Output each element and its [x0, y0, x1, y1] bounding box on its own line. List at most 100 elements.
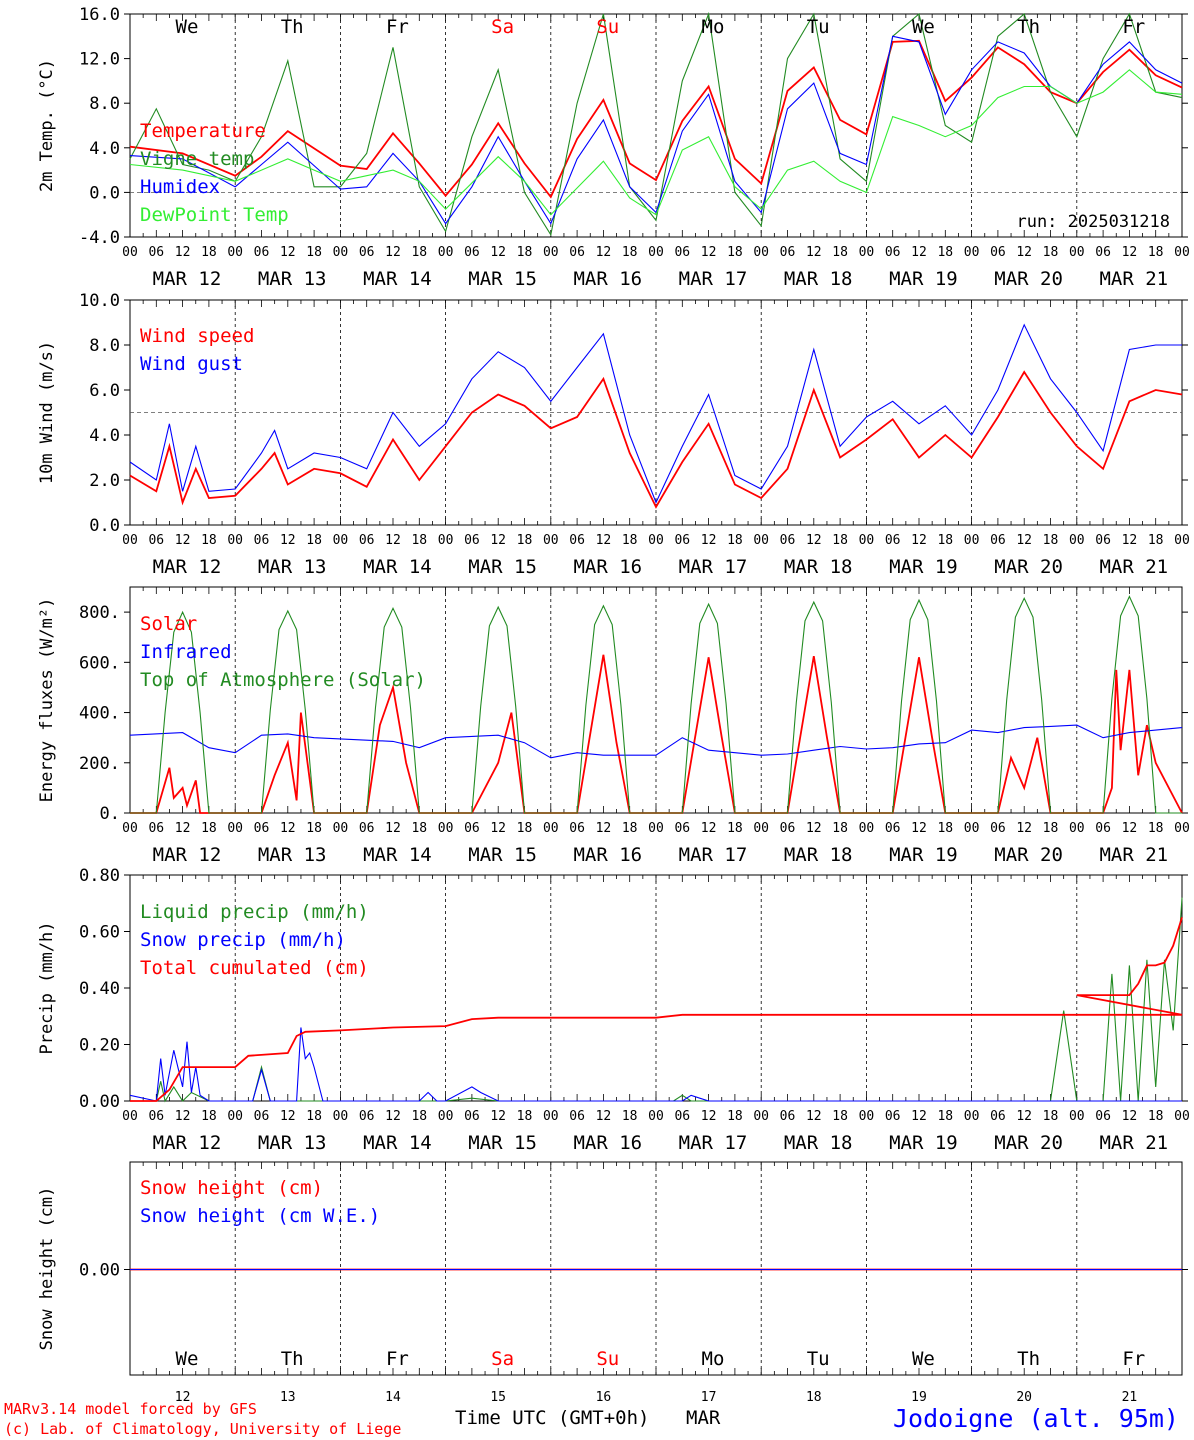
x-axis-label: Time UTC (GMT+0h) [455, 1407, 649, 1429]
legend-entry: Snow precip (mm/h) [140, 929, 346, 951]
y-tick-label: 0.40 [79, 979, 120, 999]
panel-4: 0.00 0.20 0.40 0.60 0.80 Precip (mm/h) Liquid … [37, 866, 1190, 1154]
hour-tick-label: 18 [1043, 533, 1059, 548]
hour-tick-label: 06 [254, 821, 270, 836]
hour-tick-label: 18 [727, 821, 743, 836]
hour-tick-label: 06 [780, 533, 796, 548]
hour-tick-label: 18 [201, 533, 217, 548]
y-tick-label: 10.0 [79, 291, 120, 311]
weekday-label: Fr [386, 16, 409, 38]
y-tick-label: 0.20 [79, 1036, 120, 1056]
date-label: MAR 16 [573, 844, 642, 866]
location-label: Jodoigne (alt. 95m) [893, 1404, 1179, 1433]
hour-tick-label: 06 [885, 1109, 901, 1124]
day-number-label: 21 [1122, 1390, 1138, 1405]
hour-tick-label: 00 [1174, 533, 1190, 548]
hour-tick-label: 12 [490, 245, 506, 260]
y-tick-label: 8.0 [89, 336, 120, 356]
hour-tick-label: 06 [990, 1109, 1006, 1124]
legend-entry: Total cumulated (cm) [140, 957, 369, 979]
hour-tick-label: 18 [727, 533, 743, 548]
hour-tick-label: 06 [569, 245, 585, 260]
hour-tick-label: 06 [1095, 245, 1111, 260]
y-tick-label: 4.0 [89, 139, 120, 159]
hour-tick-label: 12 [1122, 245, 1138, 260]
day-number-label: 14 [385, 1390, 401, 1405]
date-label: MAR 17 [679, 1132, 748, 1154]
legend-entry: DewPoint Temp [140, 204, 289, 226]
hour-tick-label: 00 [333, 533, 349, 548]
hour-tick-label: 00 [438, 533, 454, 548]
date-label: MAR 18 [784, 1132, 853, 1154]
date-label: MAR 15 [468, 1132, 537, 1154]
hour-tick-label: 00 [859, 1109, 875, 1124]
y-tick-label: 0. [100, 804, 120, 824]
hour-tick-label: 06 [569, 1109, 585, 1124]
hour-tick-label: 12 [806, 1109, 822, 1124]
y-axis-label: 10m Wind (m/s) [37, 341, 57, 484]
hour-tick-label: 12 [490, 1109, 506, 1124]
series-line [129, 11, 1183, 237]
hour-tick-label: 12 [175, 1109, 191, 1124]
date-label: MAR 16 [573, 556, 642, 578]
date-label: MAR 19 [889, 1132, 958, 1154]
hour-tick-label: 18 [1148, 821, 1164, 836]
y-tick-label: 0.0 [89, 183, 120, 203]
hour-tick-label: 12 [596, 533, 612, 548]
y-tick-label: 0.00 [79, 1092, 120, 1112]
date-label: MAR 17 [679, 556, 748, 578]
hour-tick-label: 06 [1095, 821, 1111, 836]
hour-tick-label: 06 [1095, 533, 1111, 548]
day-number-label: 15 [490, 1390, 506, 1405]
hour-tick-label: 12 [701, 821, 717, 836]
hour-tick-label: 12 [1016, 245, 1032, 260]
hour-tick-label: 06 [569, 533, 585, 548]
hour-tick-label: 18 [201, 245, 217, 260]
weekday-label: Fr [1122, 16, 1145, 38]
y-tick-label: 2.0 [89, 471, 120, 491]
hour-tick-label: 00 [859, 533, 875, 548]
legend-entry: Solar [140, 613, 197, 635]
hour-tick-label: 00 [964, 245, 980, 260]
date-label: MAR 21 [1099, 1132, 1168, 1154]
date-label: MAR 15 [468, 844, 537, 866]
hour-tick-label: 18 [622, 1109, 638, 1124]
hour-tick-label: 00 [438, 245, 454, 260]
date-label: MAR 19 [889, 556, 958, 578]
day-number-label: 16 [596, 1390, 612, 1405]
hour-tick-label: 00 [753, 245, 769, 260]
legend-entry: Infrared [140, 641, 232, 663]
hour-tick-label: 06 [780, 1109, 796, 1124]
hour-tick-label: 06 [359, 245, 375, 260]
hour-tick-label: 18 [622, 245, 638, 260]
hour-tick-label: 00 [333, 821, 349, 836]
hour-tick-label: 18 [411, 533, 427, 548]
hour-tick-label: 00 [964, 1109, 980, 1124]
hour-tick-label: 06 [674, 821, 690, 836]
date-label: MAR 19 [889, 844, 958, 866]
hour-tick-label: 18 [1043, 1109, 1059, 1124]
hour-tick-label: 12 [911, 821, 927, 836]
hour-tick-label: 12 [701, 245, 717, 260]
hour-tick-label: 00 [648, 245, 664, 260]
hour-tick-label: 12 [1122, 533, 1138, 548]
day-number-label: 18 [806, 1390, 822, 1405]
hour-tick-label: 06 [464, 245, 480, 260]
panel-2: 0.0 2.0 4.0 6.0 8.0 10.0 10m Wind (m/s) Wind sp… [37, 291, 1190, 578]
date-label: MAR 20 [994, 1132, 1063, 1154]
weekday-label: We [176, 16, 199, 38]
date-label: MAR 14 [363, 844, 432, 866]
date-label: MAR 18 [784, 844, 853, 866]
hour-tick-label: 00 [543, 1109, 559, 1124]
weekday-label: Fr [1122, 1348, 1145, 1370]
legend-entry: Snow height (cm) [140, 1177, 323, 1199]
hour-tick-label: 12 [806, 821, 822, 836]
series-line [129, 39, 1183, 199]
weekday-label: Mo [702, 16, 725, 38]
hour-tick-label: 06 [148, 245, 164, 260]
legend-entry: Top of Atmosphere (Solar) [140, 669, 426, 691]
hour-tick-label: 00 [438, 821, 454, 836]
hour-tick-label: 18 [1148, 245, 1164, 260]
hour-tick-label: 12 [490, 533, 506, 548]
